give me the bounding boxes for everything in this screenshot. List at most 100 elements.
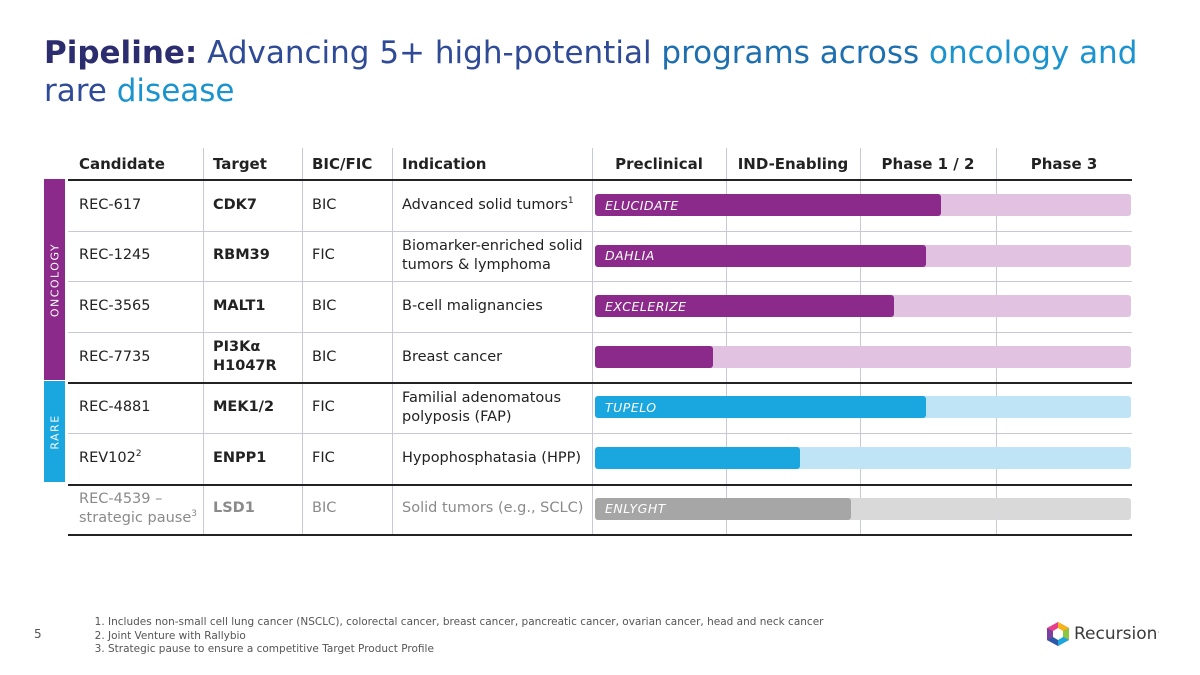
- progress-track: DAHLIA: [595, 244, 1131, 267]
- header-target: Target: [213, 155, 267, 173]
- target-cell: LSD1: [213, 500, 255, 517]
- candidate-name: REC-4881: [79, 399, 151, 416]
- target-cell: PI3Kα H1047R: [213, 339, 277, 375]
- logo-name: Recursion: [1074, 624, 1158, 644]
- progress-fill: ELUCIDATE: [595, 194, 941, 216]
- indication-text: Solid tumors (e.g., SCLC): [402, 500, 584, 517]
- candidate-cell: REC-7735: [79, 332, 199, 383]
- header-rule: [68, 179, 1132, 181]
- header-ind-enabling: IND-Enabling: [737, 155, 849, 173]
- row-divider: [68, 382, 1132, 385]
- candidate-name: REV102: [79, 449, 136, 466]
- indication-cell: Solid tumors (e.g., SCLC): [402, 484, 588, 535]
- target-cell: ENPP1: [213, 449, 267, 466]
- progress-track: EXCELERIZE: [595, 295, 1131, 318]
- trial-name: DAHLIA: [605, 248, 655, 264]
- grid-vline: [203, 148, 204, 534]
- target-cell: RBM39: [213, 247, 270, 264]
- footnotes: Includes non-small cell lung cancer (NSC…: [90, 616, 823, 657]
- progress-fill: DAHLIA: [595, 244, 926, 267]
- target-cell: CDK7: [213, 196, 258, 213]
- progress-fill: EXCELERIZE: [595, 295, 894, 318]
- indication-text: Hypophosphatasia (HPP): [402, 449, 582, 466]
- title-part-4: rare: [44, 73, 107, 109]
- bicfic-cell: FIC: [312, 449, 335, 466]
- grid-vline: [392, 148, 393, 534]
- progress-fill: [595, 345, 713, 368]
- bicfic-cell: BIC: [312, 297, 337, 314]
- title-bold: Pipeline:: [44, 35, 198, 71]
- title-part-2: programs across: [661, 35, 920, 71]
- progress-fill: [595, 447, 801, 469]
- target-cell: MEK1/2: [213, 399, 275, 416]
- header-indication: Indication: [402, 155, 487, 173]
- progress-fill: TUPELO: [595, 396, 926, 419]
- logo-mark: .: [1157, 626, 1160, 635]
- trial-name: TUPELO: [605, 399, 657, 415]
- rare-group-band: RARE: [44, 381, 65, 482]
- row-divider: [68, 534, 1132, 537]
- candidate-cell: REV1022: [79, 433, 199, 484]
- title-part-3: oncology and: [928, 35, 1138, 71]
- grid-vline: [726, 148, 727, 534]
- target-cell: MALT1: [213, 297, 266, 314]
- candidate-footnote-ref: 2: [135, 448, 142, 459]
- progress-track: ENLYGHT: [595, 497, 1131, 520]
- rare-group-label: RARE: [48, 413, 61, 450]
- row-divider: [68, 230, 1132, 232]
- indication-cell: Advanced solid tumors1: [402, 180, 588, 231]
- indication-text: Familial adenomatous polyposis (FAP): [402, 389, 562, 425]
- recursion-logo: Recursion.: [1046, 621, 1160, 647]
- row-divider: [68, 433, 1132, 434]
- row-divider: [68, 281, 1132, 283]
- header-candidate: Candidate: [79, 155, 165, 173]
- candidate-footnote-ref: 3: [191, 509, 197, 520]
- candidate-name: REC-3565: [79, 297, 151, 314]
- candidate-name: REC-4539 – strategic pause: [79, 490, 192, 526]
- indication-text: Breast cancer: [402, 348, 503, 365]
- row-divider: [68, 483, 1132, 486]
- progress-fill: ENLYGHT: [595, 497, 851, 520]
- bicfic-cell: FIC: [312, 399, 335, 416]
- candidate-cell: REC-3565: [79, 281, 199, 332]
- title-part-5: disease: [116, 73, 235, 109]
- header-preclinical: Preclinical: [615, 155, 703, 173]
- candidate-name: REC-1245: [79, 247, 151, 264]
- row-divider: [68, 331, 1132, 333]
- recursion-hexagon-icon: [1047, 622, 1069, 646]
- candidate-cell: REC-1245: [79, 231, 199, 282]
- candidate-cell: REC-617: [79, 180, 199, 231]
- footnote-3: Strategic pause to ensure a competitive …: [108, 643, 823, 657]
- progress-track: ELUCIDATE: [595, 194, 1131, 216]
- indication-cell: Biomarker-enriched solid tumors & lympho…: [402, 231, 588, 282]
- indication-cell: Breast cancer: [402, 332, 588, 383]
- bicfic-cell: FIC: [312, 247, 335, 264]
- footnote-2: Joint Venture with Rallybio: [108, 630, 823, 644]
- header-phase-1-2: Phase 1 / 2: [881, 155, 975, 173]
- page-number: 5: [34, 627, 42, 641]
- progress-track: [595, 345, 1131, 368]
- indication-text: Biomarker-enriched solid tumors & lympho…: [402, 237, 583, 273]
- bicfic-cell: BIC: [312, 196, 337, 213]
- progress-track: TUPELO: [595, 396, 1131, 419]
- grid-vline: [996, 148, 997, 534]
- indication-text: Advanced solid tumors: [402, 196, 568, 213]
- bicfic-cell: BIC: [312, 500, 337, 517]
- header-bicfic: BIC/FIC: [312, 155, 373, 173]
- grid-vline: [860, 148, 861, 534]
- header-phase-3: Phase 3: [1030, 155, 1098, 173]
- candidate-name: REC-617: [79, 196, 142, 213]
- indication-cell: Hypophosphatasia (HPP): [402, 433, 588, 484]
- trial-name: ELUCIDATE: [605, 197, 679, 213]
- indication-text: B-cell malignancies: [402, 297, 543, 314]
- grid-vline: [302, 148, 303, 534]
- progress-track: [595, 447, 1131, 469]
- candidate-name: REC-7735: [79, 348, 151, 365]
- indication-cell: B-cell malignancies: [402, 281, 588, 332]
- logo-wordmark: Recursion.: [1074, 624, 1160, 644]
- bicfic-cell: BIC: [312, 348, 337, 365]
- page-title: Pipeline: Advancing 5+ high-potential pr…: [44, 34, 1164, 110]
- indication-footnote-ref: 1: [567, 195, 574, 206]
- candidate-cell: REC-4539 – strategic pause3: [79, 484, 199, 535]
- trial-name: ENLYGHT: [605, 501, 666, 517]
